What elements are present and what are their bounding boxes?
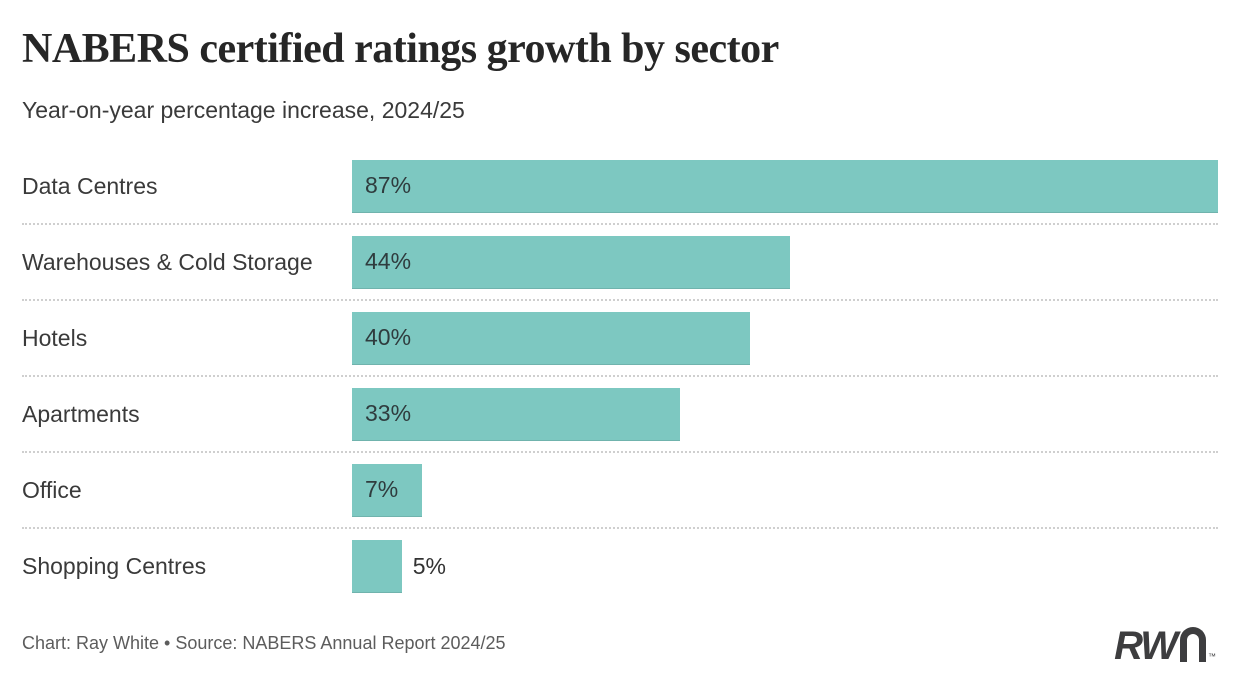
bar-chart: Data Centres 87% Warehouses & Cold Storage… [22, 159, 1218, 593]
value-label: 7% [365, 476, 399, 503]
chart-subtitle: Year-on-year percentage increase, 2024/2… [22, 97, 465, 124]
bar: 7% [352, 463, 422, 517]
value-label: 5% [412, 552, 447, 579]
value-label: 40% [365, 324, 412, 351]
value-label: 44% [365, 248, 412, 275]
chart-row: Apartments 33% [22, 387, 1218, 441]
category-label: Data Centres [22, 172, 158, 199]
chart-row: Warehouses & Cold Storage 44% [22, 235, 1218, 289]
chart-row: Data Centres 87% [22, 159, 1218, 213]
row-separator [22, 450, 1218, 453]
footer: Chart: Ray White • Source: NABERS Annual… [22, 623, 1218, 668]
value-label: 87% [365, 172, 412, 199]
category-label: Warehouses & Cold Storage [22, 248, 313, 275]
bar [352, 539, 402, 593]
chart-row: Office 7% [22, 463, 1218, 517]
bar-area: 7% [352, 463, 1218, 517]
row-separator [22, 298, 1218, 301]
category-label: Hotels [22, 324, 88, 351]
bar-area: 87% [352, 159, 1218, 213]
bar-area: 33% [352, 387, 1218, 441]
chart-row: Hotels 40% [22, 311, 1218, 365]
row-separator [22, 374, 1218, 377]
logo-rw-text: RW [1114, 623, 1178, 668]
value-label: 33% [365, 400, 412, 427]
page-title: NABERS certified ratings growth by secto… [22, 26, 779, 72]
bar-area: 44% [352, 235, 1218, 289]
bar-area: 40% [352, 311, 1218, 365]
bar: 44% [352, 235, 790, 289]
trademark-symbol: ™ [1208, 651, 1216, 661]
ray-white-logo: RW ™ [1114, 623, 1218, 668]
logo-n-shape [1180, 626, 1206, 662]
bar: 87% [352, 159, 1218, 213]
bar: 40% [352, 311, 751, 365]
category-label: Apartments [22, 400, 140, 427]
category-label: Shopping Centres [22, 552, 207, 579]
credit-line: Chart: Ray White • Source: NABERS Annual… [22, 632, 506, 653]
bar: 33% [352, 387, 681, 441]
chart-row: Shopping Centres 5% [22, 539, 1218, 593]
row-separator [22, 222, 1218, 225]
category-label: Office [22, 476, 82, 503]
bar-area: 5% [352, 539, 1218, 593]
row-separator [22, 526, 1218, 529]
